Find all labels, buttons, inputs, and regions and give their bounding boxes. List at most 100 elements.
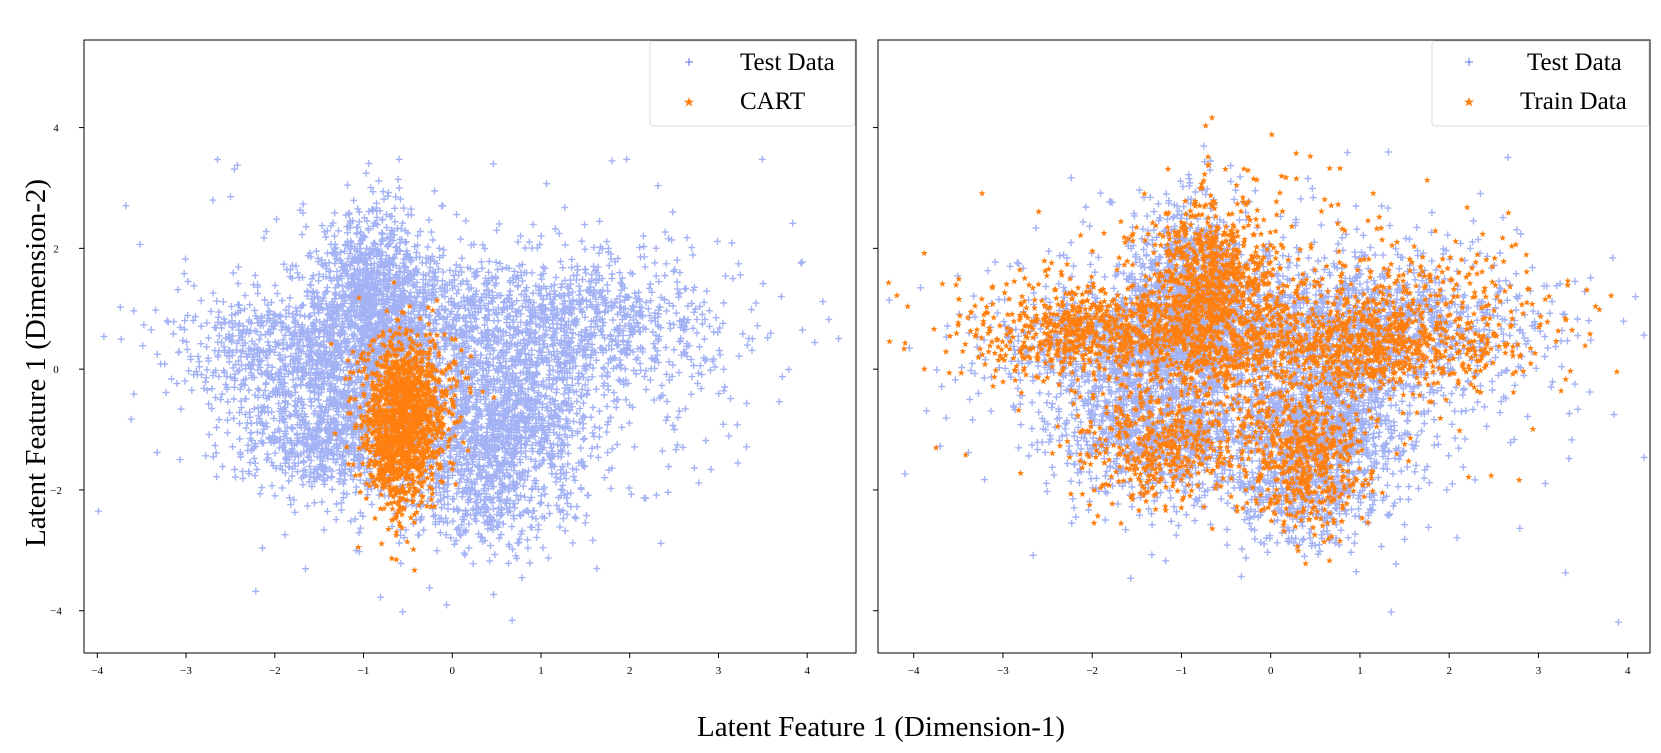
data-point — [1312, 467, 1319, 474]
data-point — [413, 462, 420, 469]
data-point — [399, 400, 407, 408]
data-point — [378, 393, 385, 400]
data-point — [1216, 335, 1224, 343]
data-point — [1089, 394, 1097, 402]
data-point — [1227, 353, 1234, 361]
data-point — [376, 413, 384, 420]
data-point — [1356, 465, 1363, 472]
data-point — [416, 341, 424, 348]
data-point — [1103, 321, 1111, 328]
data-point — [402, 395, 410, 402]
data-point — [393, 358, 400, 366]
data-point — [1303, 382, 1311, 390]
data-point — [1134, 326, 1142, 334]
data-point — [1257, 491, 1265, 498]
data-point — [1531, 349, 1539, 357]
data-point — [1438, 369, 1445, 376]
data-point — [1199, 336, 1207, 344]
data-point — [1254, 222, 1261, 229]
data-point — [1231, 252, 1239, 260]
data-point — [1161, 343, 1169, 350]
data-point — [435, 375, 443, 383]
data-point — [1194, 357, 1201, 365]
data-point — [394, 459, 402, 467]
data-point — [1174, 323, 1181, 330]
data-point — [1260, 216, 1268, 223]
data-point — [1417, 341, 1425, 348]
data-point — [356, 471, 364, 478]
data-point — [417, 414, 425, 422]
data-point — [1230, 342, 1238, 349]
data-point — [394, 424, 402, 432]
data-point — [427, 365, 435, 372]
data-point — [1462, 368, 1470, 375]
data-point — [1359, 481, 1367, 488]
data-point — [1442, 327, 1450, 334]
data-point — [1114, 291, 1122, 299]
data-point — [1326, 311, 1334, 318]
data-point — [1379, 355, 1387, 362]
data-point — [1195, 274, 1203, 281]
data-point — [1242, 330, 1250, 337]
data-point — [1346, 338, 1354, 346]
data-point — [1358, 446, 1366, 453]
data-point — [1160, 281, 1168, 289]
data-point — [1191, 433, 1198, 440]
data-point — [1129, 261, 1137, 268]
data-point — [1225, 241, 1233, 249]
data-point — [1212, 250, 1220, 258]
data-point — [1429, 368, 1437, 375]
data-point — [414, 413, 422, 421]
data-point — [1385, 266, 1393, 273]
data-point — [434, 404, 442, 411]
data-point — [409, 395, 417, 402]
data-point — [1135, 506, 1143, 514]
data-point — [1299, 321, 1307, 328]
data-point — [1234, 227, 1241, 235]
data-point — [449, 465, 456, 473]
data-point — [417, 417, 424, 425]
data-point — [1200, 252, 1208, 259]
data-point — [1113, 353, 1120, 360]
data-point — [1203, 313, 1211, 321]
data-point — [1192, 383, 1199, 390]
data-point — [1432, 356, 1439, 363]
data-point — [1144, 385, 1152, 393]
data-point — [402, 473, 409, 480]
data-point — [1102, 436, 1109, 443]
data-point — [439, 447, 447, 455]
data-point — [1245, 221, 1252, 229]
data-point — [365, 462, 372, 470]
data-point — [1156, 307, 1164, 315]
data-point — [1292, 429, 1300, 437]
data-point — [1189, 287, 1197, 295]
data-point — [426, 372, 434, 379]
data-point — [391, 330, 399, 338]
data-point — [1101, 289, 1109, 297]
data-point — [1470, 310, 1478, 317]
data-point — [392, 438, 399, 446]
data-point — [1142, 489, 1150, 496]
data-point — [1240, 345, 1248, 352]
data-point — [1337, 411, 1344, 419]
data-point — [406, 343, 414, 350]
data-point — [377, 372, 384, 379]
data-point — [1312, 373, 1320, 381]
data-point — [1177, 387, 1185, 395]
data-point — [388, 385, 395, 392]
data-point — [1202, 238, 1209, 246]
data-point — [1017, 469, 1024, 477]
left-plot-frame — [83, 39, 857, 654]
data-point — [1109, 334, 1117, 341]
data-point — [1274, 339, 1282, 346]
data-point — [1176, 417, 1184, 424]
data-point — [1272, 300, 1280, 307]
data-point — [1117, 381, 1125, 389]
data-point — [1227, 493, 1235, 500]
data-point — [1180, 303, 1188, 311]
data-point — [391, 378, 398, 385]
data-point — [1460, 365, 1468, 372]
data-point — [1119, 312, 1126, 319]
data-point — [1421, 374, 1429, 382]
data-point — [1233, 503, 1241, 510]
